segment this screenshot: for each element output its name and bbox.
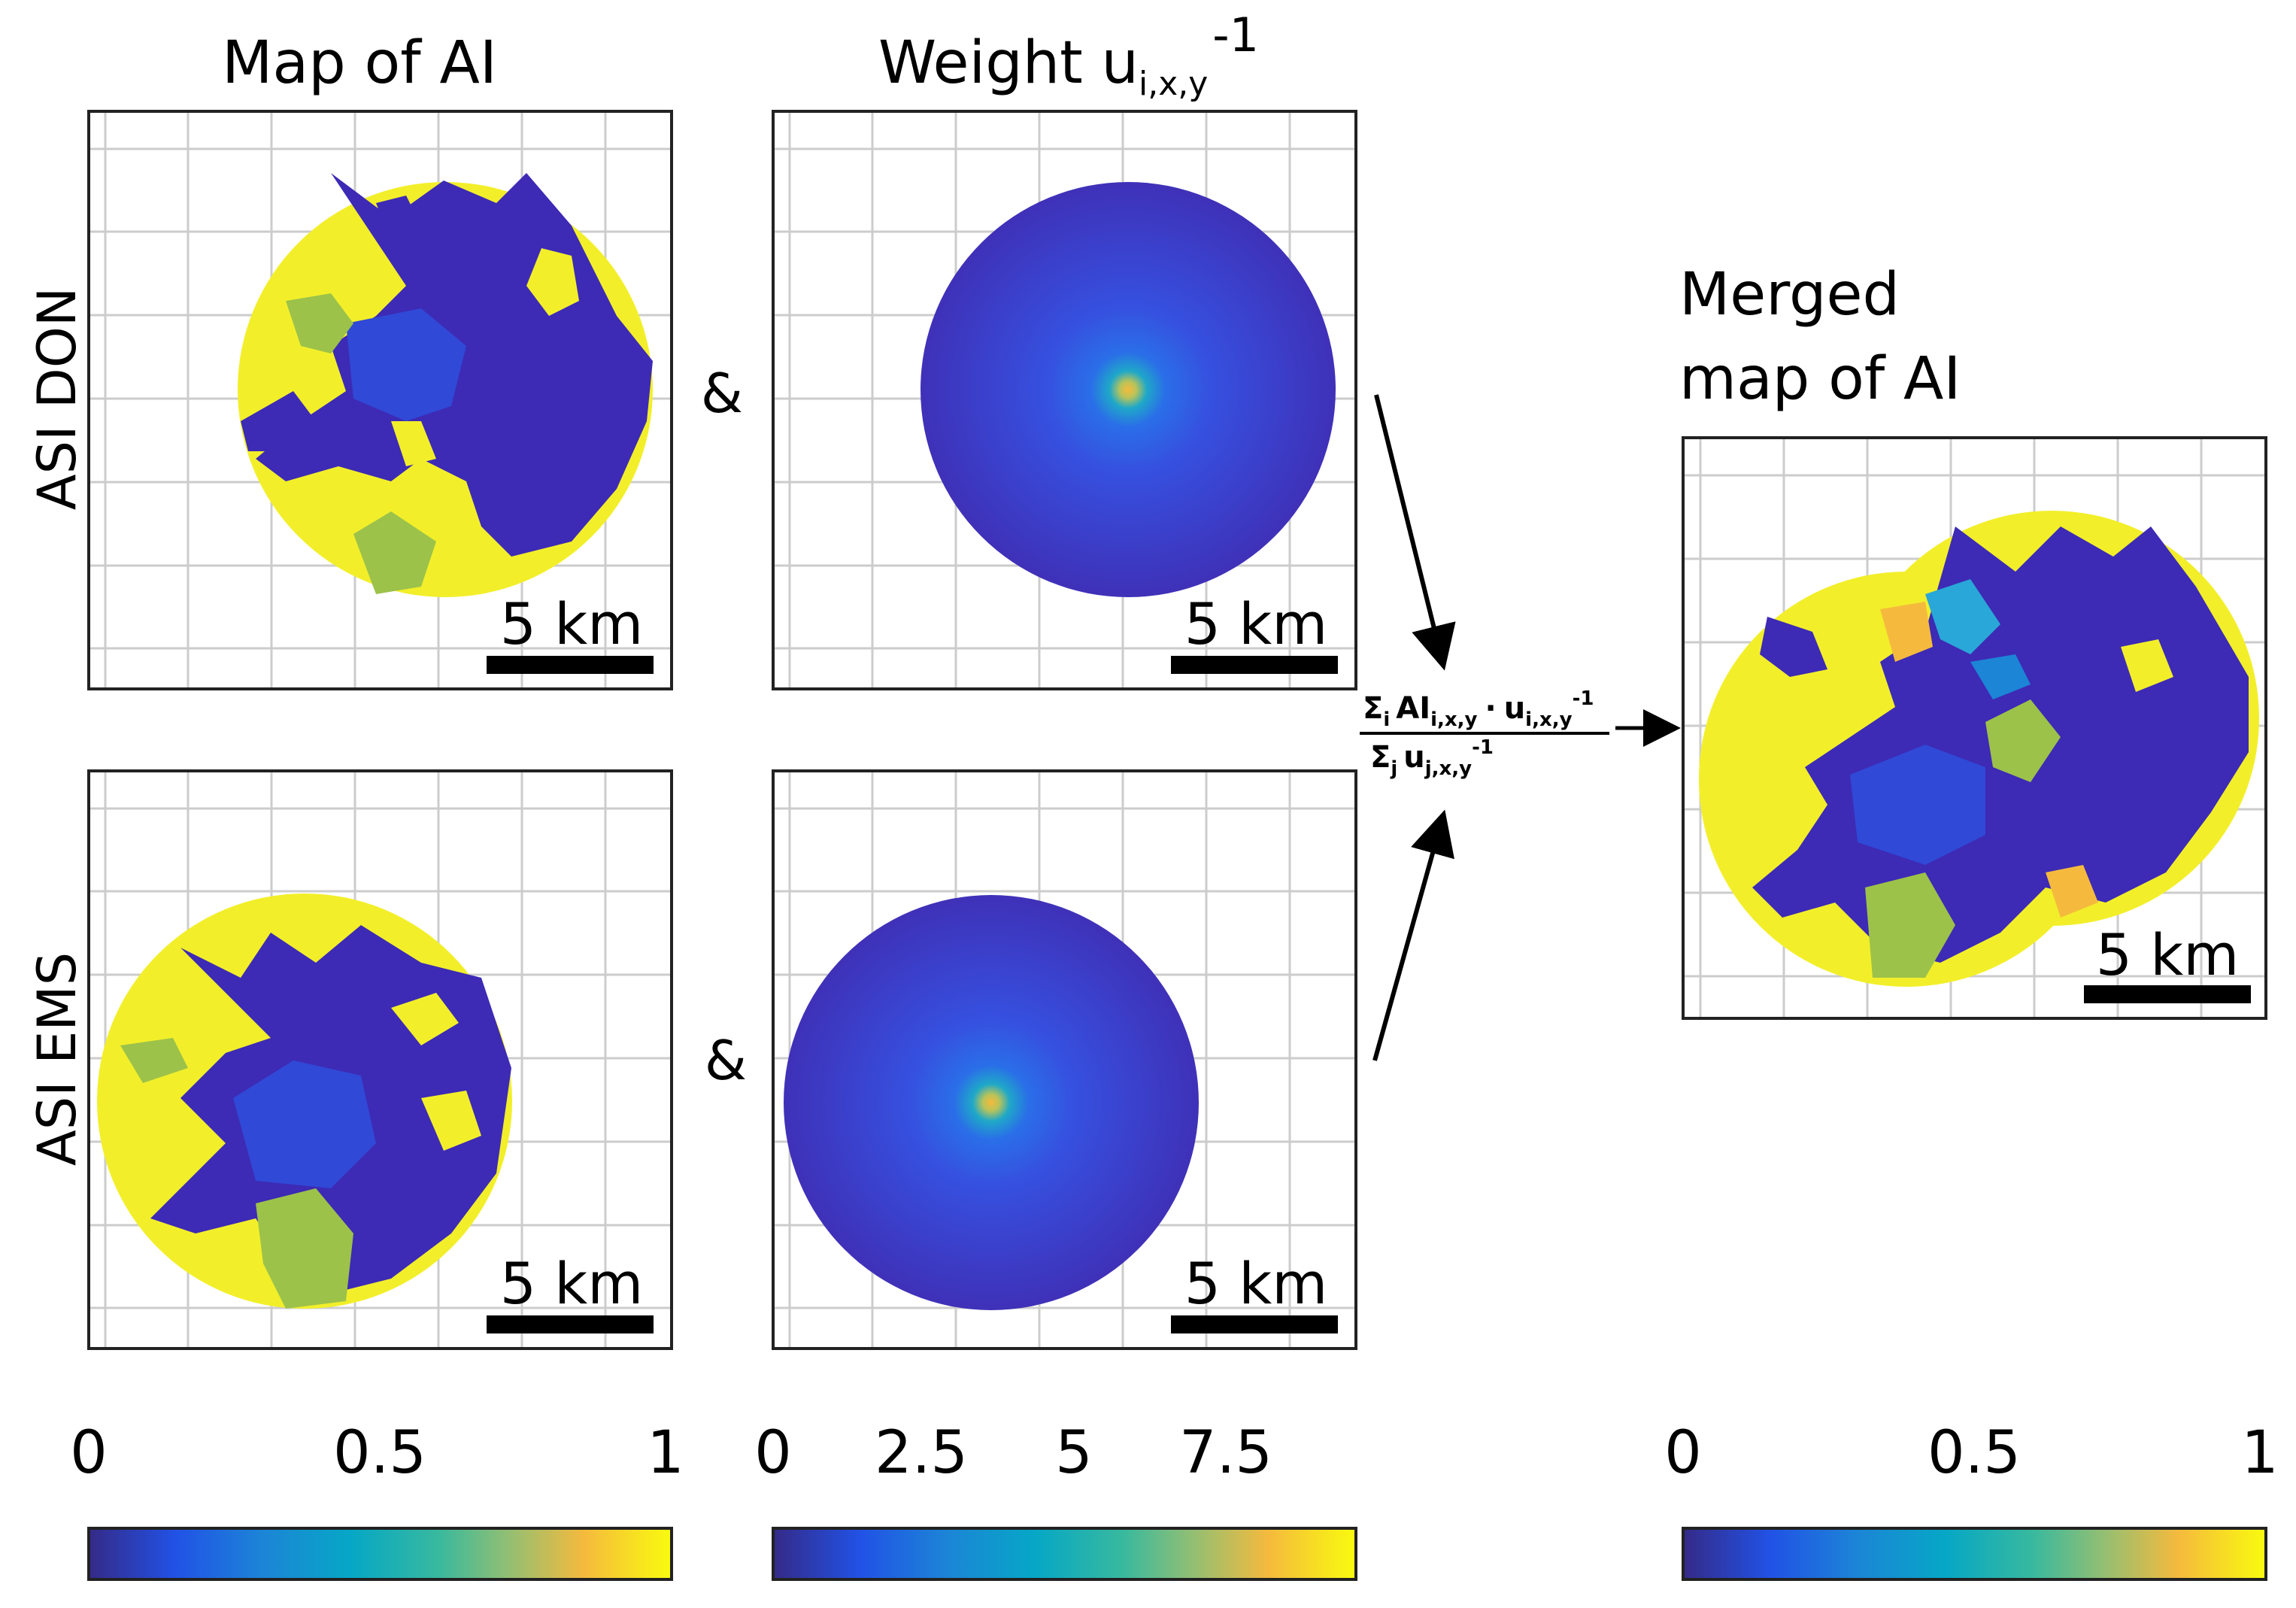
- colorbar-tick: 7.5: [1179, 1419, 1272, 1487]
- colorbar-tick: 0.5: [1927, 1419, 2021, 1487]
- colorbar-tick: 0: [1664, 1419, 1702, 1487]
- scalebar: [2084, 985, 2251, 1003]
- formula-sub: i: [1383, 708, 1390, 731]
- col2-title-sub: i,x,y: [1139, 65, 1208, 103]
- colorbar-gradient: [87, 1527, 673, 1581]
- formula-sub: j: [1390, 757, 1397, 780]
- merged-mid-region: [1850, 745, 1985, 865]
- formula-dot: ·: [1485, 691, 1496, 726]
- colorbar-tick: 0: [70, 1419, 108, 1487]
- panel-frame: [87, 110, 673, 690]
- panel-don-weight: 5 km: [772, 110, 1357, 690]
- panel-frame: [87, 769, 673, 1350]
- scalebar-label: 5 km: [2096, 921, 2240, 988]
- colorbar-tick: 0.5: [333, 1419, 426, 1487]
- formula-ai: AI: [1396, 691, 1430, 726]
- panel-merged-ai-map: 5 km: [1682, 436, 2267, 1020]
- formula-sub: j,x,y: [1424, 757, 1472, 780]
- scalebar-label: 5 km: [500, 590, 644, 657]
- colorbar-tick: 0: [754, 1419, 792, 1487]
- panel-frame: [772, 769, 1357, 1350]
- arrow-from-top: [1374, 394, 1456, 671]
- panel-ems-ai-map: 5 km: [87, 769, 673, 1350]
- colorbar-tick: 5: [1055, 1419, 1093, 1487]
- formula-u: u: [1403, 740, 1424, 775]
- row-label-asi-don: ASI DON: [26, 287, 88, 511]
- ai-mid-region: [233, 1060, 376, 1188]
- ampersand-bottom: &: [705, 1029, 747, 1092]
- arrow-from-bottom: [1372, 809, 1454, 1061]
- weight-disc: [784, 895, 1199, 1310]
- colorbar-ai: 0 0.5 1: [70, 1419, 684, 1581]
- formula-u: u: [1504, 691, 1525, 726]
- scalebar-label: 5 km: [1184, 590, 1328, 657]
- formula-sub: i,x,y: [1430, 708, 1477, 731]
- row-label-asi-ems: ASI EMS: [26, 952, 88, 1166]
- scalebar-label: 5 km: [1184, 1250, 1328, 1317]
- ai-mid-region: [346, 308, 466, 421]
- panel-ems-weight: 5 km: [772, 769, 1357, 1350]
- formula-sigma: Σ: [1370, 740, 1391, 775]
- formula-sub: i,x,y: [1525, 708, 1572, 731]
- scalebar: [487, 656, 654, 674]
- ampersand-top: &: [701, 362, 743, 425]
- scalebar: [487, 1315, 654, 1333]
- colorbar-tick: 1: [2241, 1419, 2279, 1487]
- panel-frame: [772, 110, 1357, 690]
- panel-don-ai-map: 5 km: [87, 110, 673, 690]
- colorbar-gradient: [772, 1527, 1357, 1581]
- colorbar-tick: 2.5: [875, 1419, 968, 1487]
- scalebar-label: 5 km: [500, 1250, 644, 1317]
- scalebar: [1171, 656, 1338, 674]
- weight-disc: [921, 182, 1336, 597]
- colorbar-gradient: [1682, 1527, 2267, 1581]
- col1-title: Map of AI: [222, 29, 497, 97]
- formula-numerator: Σi AIi,x,y · ui,x,y-1: [1363, 687, 1594, 731]
- panel-frame: [1682, 436, 2267, 1020]
- colorbar-weight: 0 2.5 5 7.5: [754, 1419, 1357, 1581]
- formula-sigma: Σ: [1363, 691, 1383, 726]
- merge-formula: Σi AIi,x,y · ui,x,y-1 Σj uj,x,y-1: [1360, 687, 1609, 780]
- colorbar-merged: 0 0.5 1: [1664, 1419, 2279, 1581]
- formula-sup: -1: [1472, 736, 1494, 759]
- formula-denominator: Σj uj,x,y-1: [1370, 736, 1494, 780]
- scalebar: [1171, 1315, 1338, 1333]
- col2-title-main: Weight u: [878, 29, 1139, 97]
- col2-title-sup: -1: [1212, 8, 1259, 62]
- formula-sup: -1: [1573, 687, 1594, 710]
- col2-title: Weight ui,x,y-1: [878, 8, 1259, 103]
- merged-title-line1: Merged: [1679, 261, 1900, 329]
- merged-title-line2: map of AI: [1679, 345, 1961, 413]
- colorbar-tick: 1: [647, 1419, 684, 1487]
